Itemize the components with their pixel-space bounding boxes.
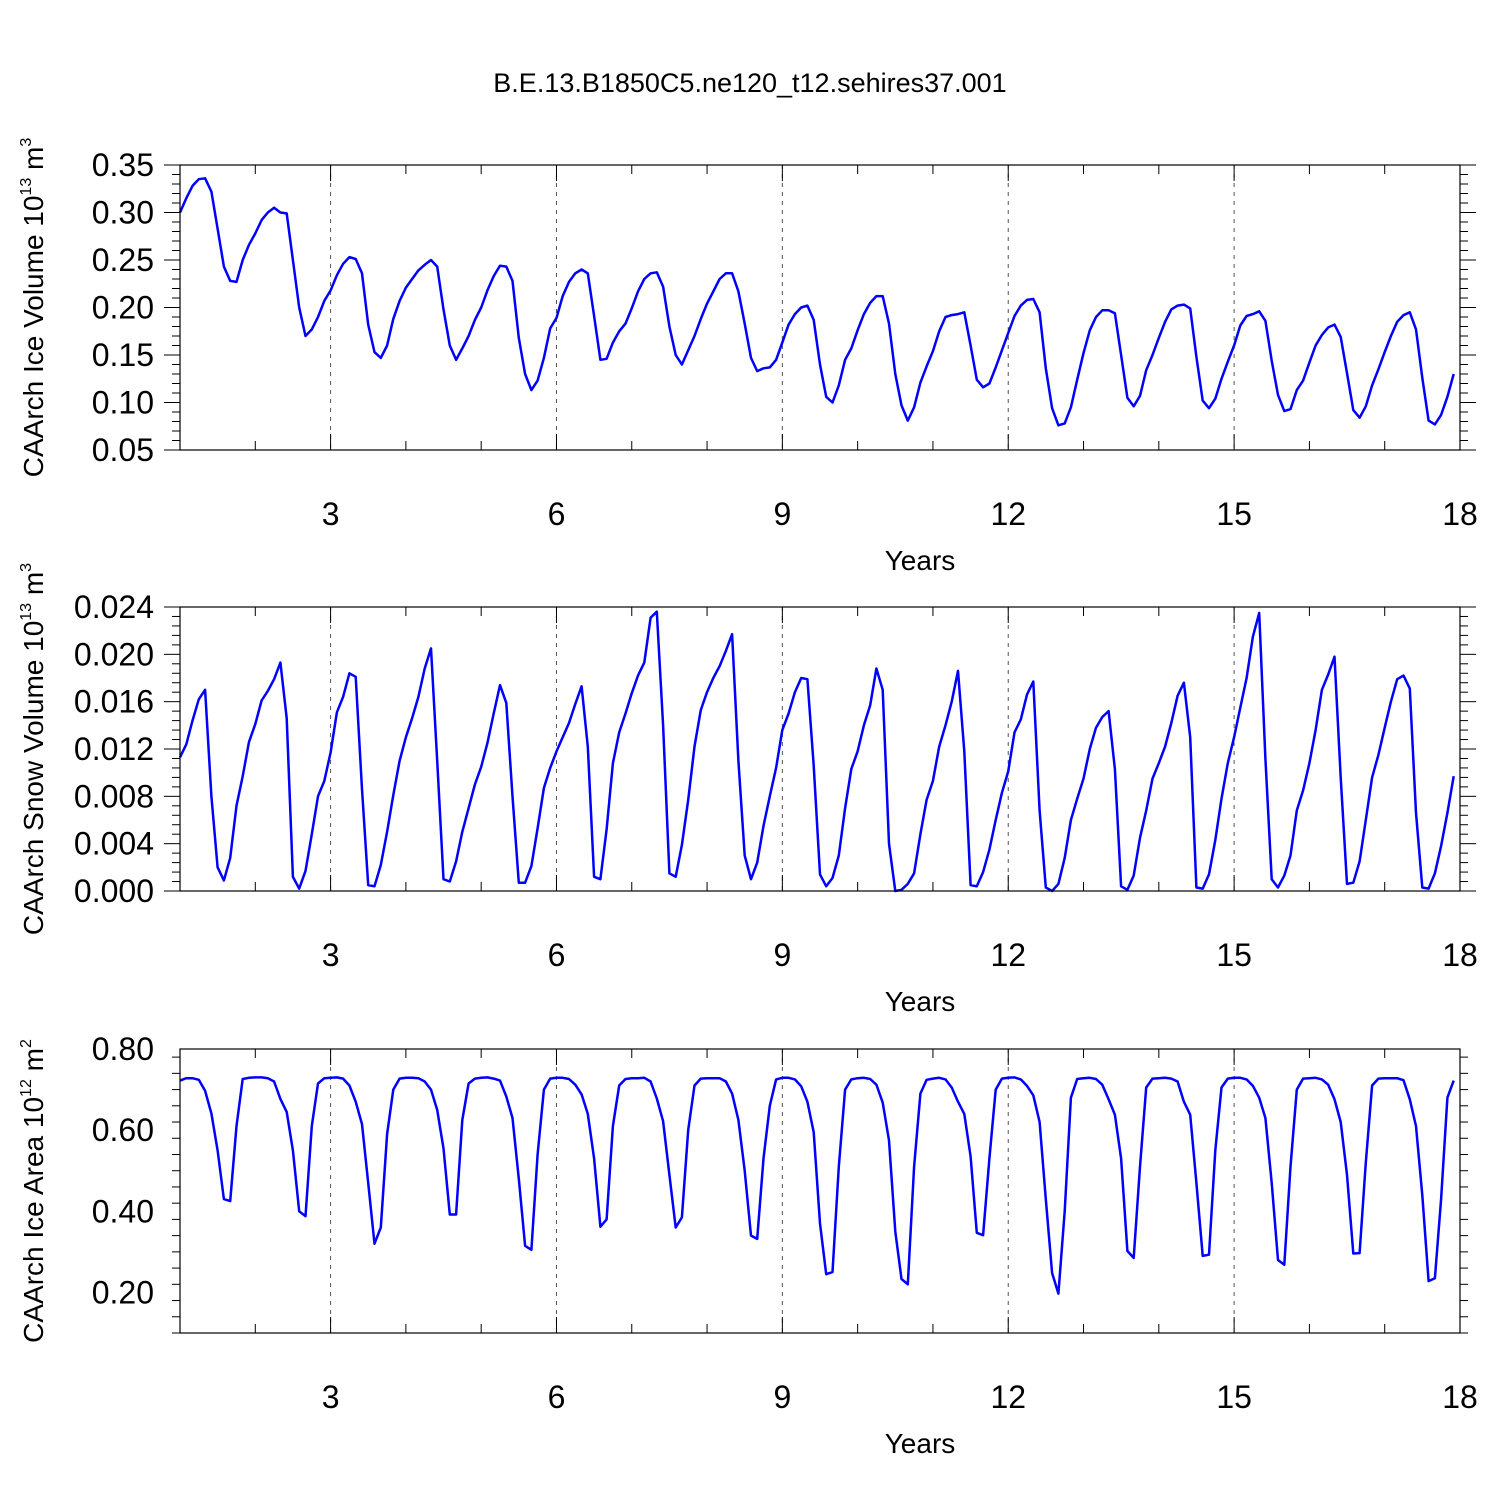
y-axis-label-unit-exponent: 3 xyxy=(18,138,35,147)
x-tick-label: 6 xyxy=(548,937,566,973)
x-tick-label: 15 xyxy=(1216,937,1252,973)
x-tick-label: 12 xyxy=(990,937,1026,973)
figure-title: B.E.13.B1850C5.ne120_t12.sehires37.001 xyxy=(493,68,1006,98)
y-tick-label: 0.35 xyxy=(92,147,154,183)
series-line-1 xyxy=(179,1076,1455,1295)
x-axis-label: Years xyxy=(885,986,956,1017)
x-tick-label: 12 xyxy=(990,496,1026,532)
y-tick-label: 0.016 xyxy=(74,684,154,720)
y-tick-label: 0.05 xyxy=(92,432,154,468)
x-tick-label: 15 xyxy=(1216,1379,1252,1415)
y-axis-label-exponent: 12 xyxy=(18,1079,35,1097)
plot-frame xyxy=(179,1048,1461,1334)
y-tick-label: 0.15 xyxy=(92,337,154,373)
plot-frame xyxy=(179,164,1461,451)
x-axis-label: Years xyxy=(885,1428,956,1459)
chart-panel-3: 0.20 0.40 0.60 0.80 3 6 9 12 15 18 Years CAArch Ice… xyxy=(18,1031,1478,1459)
x-tick-label: 3 xyxy=(322,496,340,532)
x-tick-label: 15 xyxy=(1216,496,1252,532)
chart-panel-1: 0.05 0.10 0.15 0.20 0.25 0.30 0.35 3 6 9 12 15 18 Yea… xyxy=(18,138,1478,576)
y-axis-label-text: CAArch Snow Volume 10 xyxy=(18,621,49,935)
x-tick-label: 3 xyxy=(322,937,340,973)
y-tick-label: 0.024 xyxy=(74,589,154,625)
y-axis-label-unit-exponent: 2 xyxy=(18,1039,35,1048)
series-line-1 xyxy=(178,177,1455,427)
x-tick-label: 6 xyxy=(548,496,566,532)
y-axis-label-unit-exponent: 3 xyxy=(18,563,35,572)
x-tick-label: 9 xyxy=(773,937,791,973)
y-axis-label-exponent: 13 xyxy=(18,178,35,196)
y-axis-label-text: CAArch Ice Volume 10 xyxy=(18,196,49,478)
x-tick-label: 18 xyxy=(1442,496,1478,532)
y-axis-label-exponent: 13 xyxy=(18,603,35,621)
y-tick-label: 0.012 xyxy=(74,731,154,767)
y-axis-label-unit: m xyxy=(18,1048,49,1079)
y-tick-label: 0.004 xyxy=(74,826,154,862)
panels: 0.05 0.10 0.15 0.20 0.25 0.30 0.35 3 6 9 12 15 18 Yea… xyxy=(18,138,1478,1459)
y-tick-label: 0.40 xyxy=(92,1193,154,1229)
x-tick-label: 18 xyxy=(1442,937,1478,973)
x-tick-label: 6 xyxy=(548,1379,566,1415)
x-axis-label: Years xyxy=(885,545,956,576)
chart-panel-2: 0.000 0.004 0.008 0.012 0.016 0.020 0.024 3 6 9 12… xyxy=(18,563,1478,1017)
x-tick-label: 3 xyxy=(322,1379,340,1415)
y-tick-label: 0.20 xyxy=(92,290,154,326)
y-tick-label: 0.20 xyxy=(92,1274,154,1310)
y-axis-label-text: CAArch Ice Area 10 xyxy=(18,1097,49,1343)
y-axis-label: CAArch Snow Volume 1013 m3 xyxy=(18,563,49,935)
x-tick-label: 18 xyxy=(1442,1379,1478,1415)
y-tick-label: 0.020 xyxy=(74,636,154,672)
y-tick-label: 0.25 xyxy=(92,242,154,278)
y-tick-label: 0.008 xyxy=(74,778,154,814)
plot-frame xyxy=(179,606,1461,892)
y-tick-label: 0.10 xyxy=(92,385,154,421)
x-tick-label: 9 xyxy=(773,1379,791,1415)
y-axis-label: CAArch Ice Volume 1013 m3 xyxy=(18,138,49,478)
series-line-1 xyxy=(178,610,1455,893)
y-tick-label: 0.000 xyxy=(74,873,154,909)
y-tick-label: 0.60 xyxy=(92,1112,154,1148)
y-tick-label: 0.30 xyxy=(92,195,154,231)
y-axis-label: CAArch Ice Area 1012 m2 xyxy=(18,1039,49,1343)
x-tick-label: 9 xyxy=(773,496,791,532)
y-axis-label-unit: m xyxy=(18,147,49,178)
x-tick-label: 12 xyxy=(990,1379,1026,1415)
y-tick-label: 0.80 xyxy=(92,1031,154,1067)
y-axis-label-unit: m xyxy=(18,572,49,603)
